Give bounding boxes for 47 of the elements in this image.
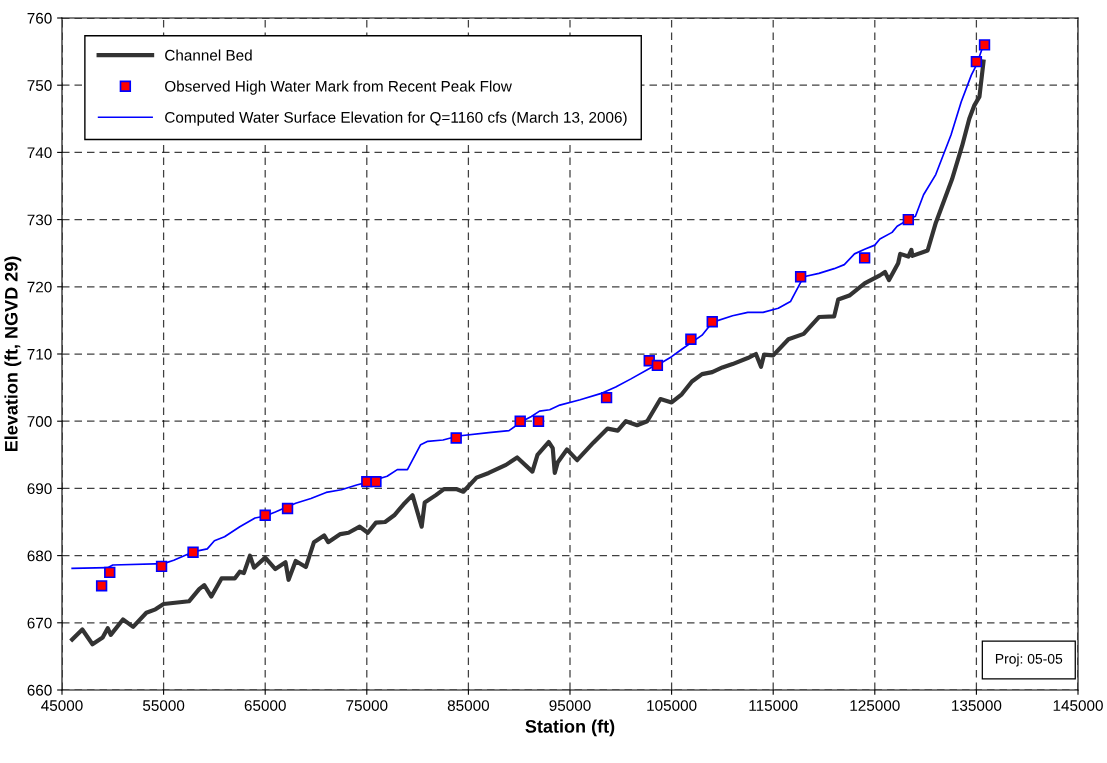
point bbox=[970, 55, 983, 68]
point bbox=[259, 509, 271, 521]
y-tick-label: 710 bbox=[27, 348, 52, 360]
y-axis-title: Elevation (ft, NGVD 29) bbox=[4, 256, 22, 452]
annotation: Proj: 05-05 bbox=[995, 653, 1063, 667]
point bbox=[104, 566, 116, 579]
y-tick-label: 730 bbox=[27, 214, 52, 226]
point bbox=[370, 475, 382, 488]
point bbox=[706, 316, 718, 328]
y-tick-label: 760 bbox=[27, 12, 52, 24]
y-tick-label: 690 bbox=[27, 483, 52, 495]
x-tick-label: 135000 bbox=[952, 700, 1002, 711]
y-tick-label: 740 bbox=[27, 147, 52, 159]
legend-label: Observed High Water Mark from Recent Peak Flow bbox=[165, 80, 512, 95]
y-tick-label: 680 bbox=[27, 550, 52, 562]
point bbox=[902, 213, 915, 226]
point bbox=[187, 546, 199, 558]
point bbox=[95, 580, 108, 592]
point bbox=[978, 39, 991, 51]
point bbox=[155, 560, 168, 573]
x-tick-label: 125000 bbox=[850, 700, 900, 711]
x-tick-label: 95000 bbox=[549, 700, 591, 711]
y-tick-label: 670 bbox=[27, 617, 52, 629]
point bbox=[858, 252, 871, 264]
y-tick-label: 720 bbox=[27, 281, 52, 293]
legend-label: Computed Water Surface Elevation for Q=1160 cfs (March 13, 2006) bbox=[165, 111, 627, 126]
x-axis-title: Station (ft) bbox=[525, 719, 615, 737]
point bbox=[281, 502, 294, 515]
point bbox=[794, 271, 807, 283]
point bbox=[651, 359, 664, 372]
point bbox=[685, 333, 697, 345]
y-tick-label: 750 bbox=[27, 80, 52, 91]
x-tick-label: 65000 bbox=[244, 700, 286, 711]
x-tick-label: 145000 bbox=[1053, 700, 1103, 711]
point bbox=[532, 415, 545, 427]
y-tick-label: 700 bbox=[27, 416, 52, 427]
point bbox=[600, 391, 613, 404]
x-tick-label: 55000 bbox=[142, 700, 185, 711]
legend-label: Channel Bed bbox=[165, 49, 252, 61]
x-tick-label: 45000 bbox=[41, 700, 83, 711]
point bbox=[450, 432, 462, 444]
x-tick-label: 85000 bbox=[447, 700, 490, 711]
y-tick-label: 660 bbox=[27, 684, 52, 696]
x-tick-label: 115000 bbox=[749, 700, 798, 711]
x-tick-label: 75000 bbox=[346, 700, 388, 711]
point bbox=[514, 415, 526, 427]
x-tick-label: 105000 bbox=[647, 700, 697, 711]
